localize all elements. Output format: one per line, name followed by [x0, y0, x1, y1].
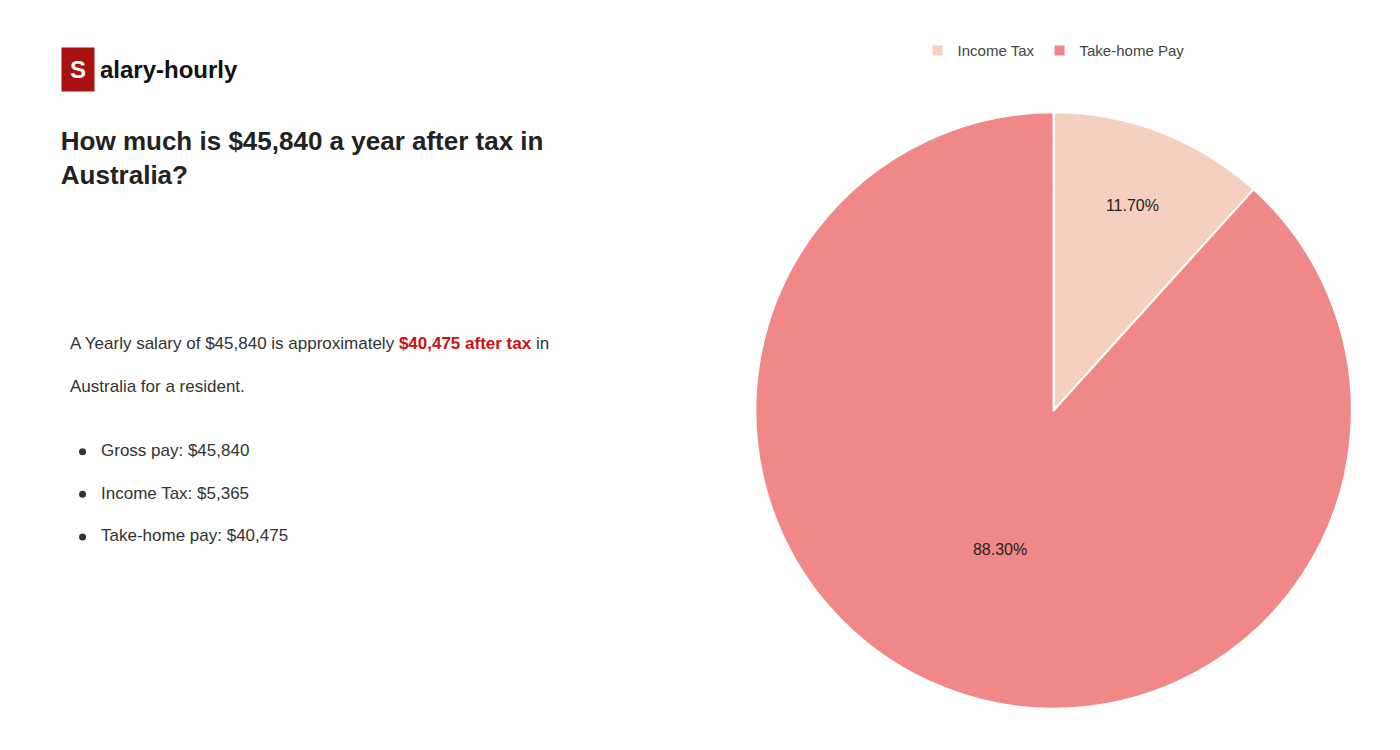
svg-text:alary-hourly: alary-hourly [100, 56, 238, 83]
svg-text:Gross pay: $45,840: Gross pay: $45,840 [101, 441, 249, 460]
svg-text:Income Tax: Income Tax [958, 42, 1035, 59]
svg-text:Australia for a resident.: Australia for a resident. [70, 377, 245, 396]
svg-text:Take-home Pay: Take-home Pay [1080, 42, 1185, 59]
svg-text:A Yearly salary of $45,840 is: A Yearly salary of $45,840 is approximat… [70, 334, 549, 353]
svg-text:88.30%: 88.30% [973, 541, 1027, 558]
svg-text:11.70%: 11.70% [1106, 197, 1159, 214]
svg-text:Income Tax: $5,365: Income Tax: $5,365 [101, 484, 249, 503]
svg-text:Take-home pay: $40,475: Take-home pay: $40,475 [101, 526, 288, 545]
svg-text:How much is $45,840 a year aft: How much is $45,840 a year after tax inA… [61, 126, 544, 190]
svg-text:S: S [70, 56, 86, 83]
